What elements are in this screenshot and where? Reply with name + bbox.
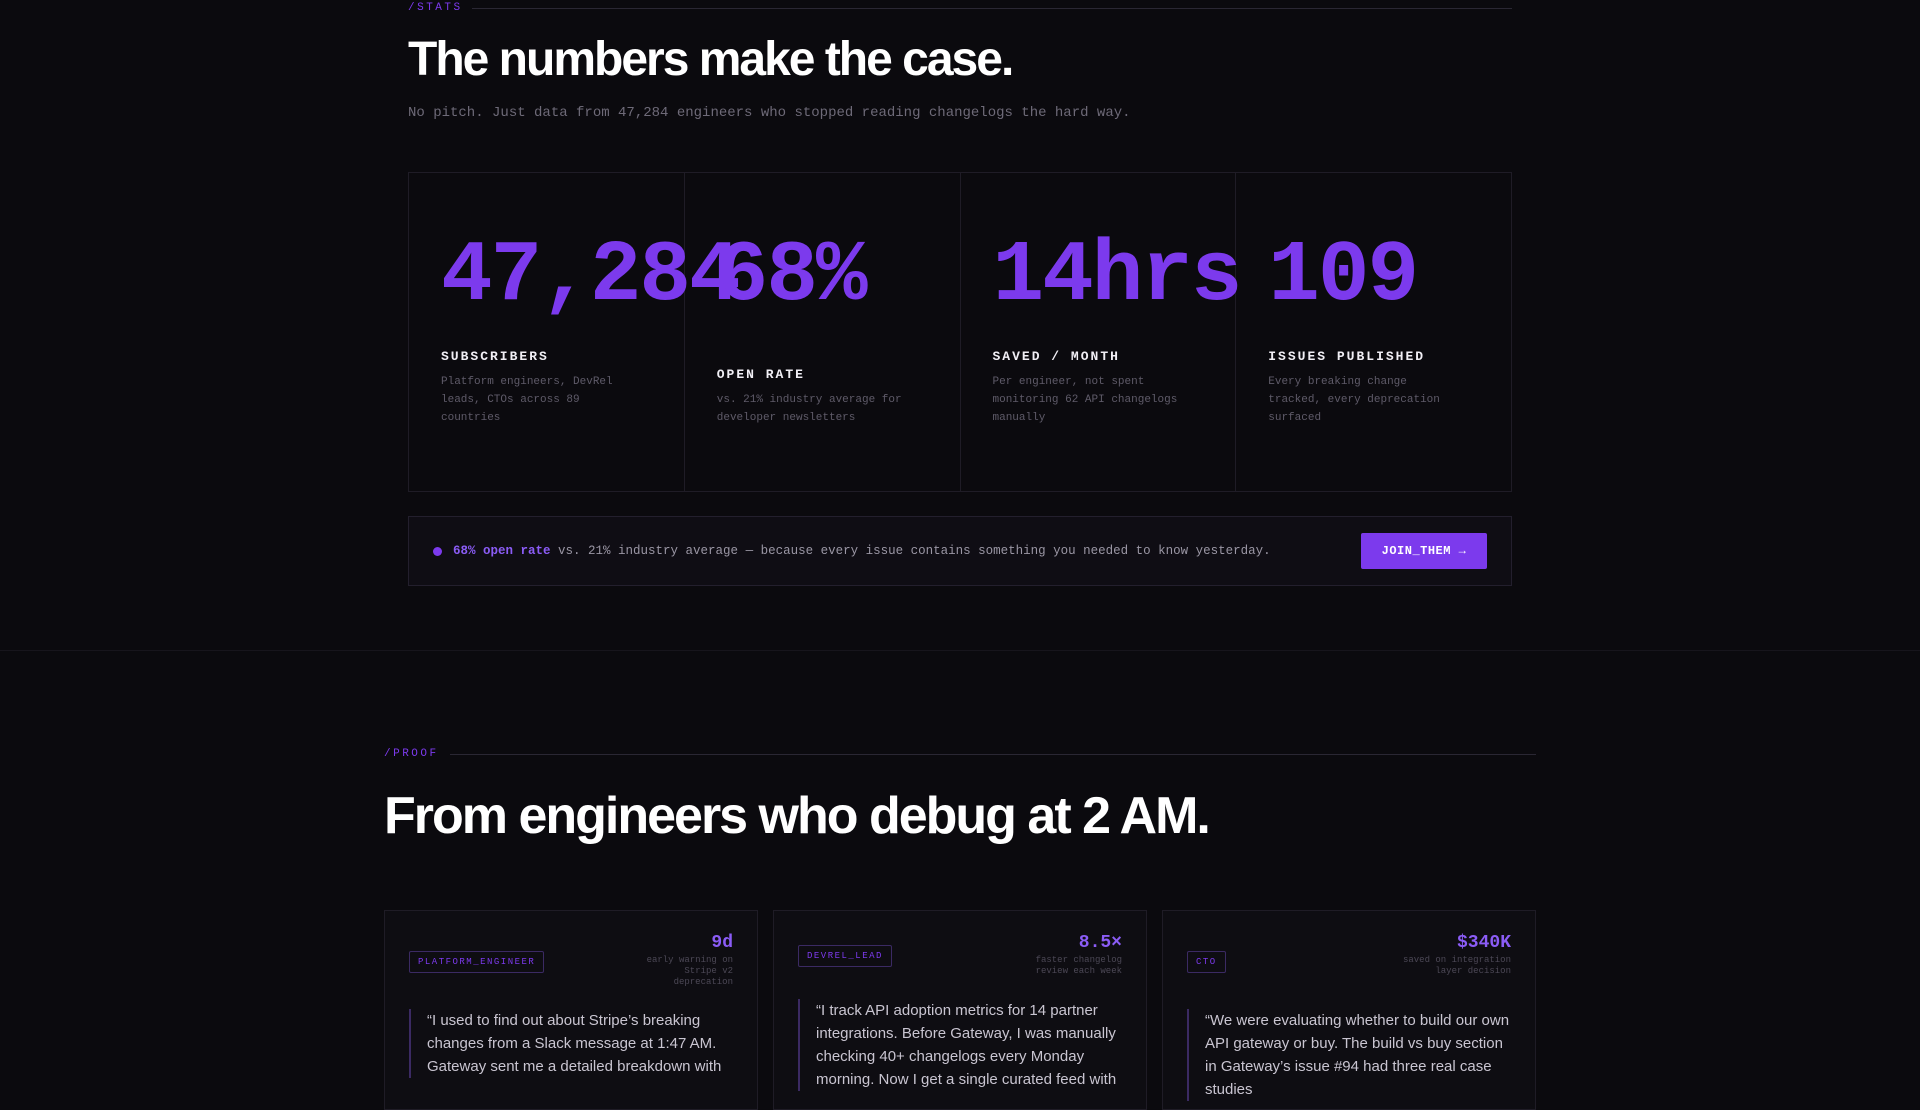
proof-title: From engineers who debug at 2 AM.: [384, 787, 1211, 845]
stat-value: 14hrs: [992, 227, 1243, 325]
testimonial-quote: “We were evaluating whether to build our…: [1187, 1009, 1515, 1101]
stat-saved-month: 14hrs SAVED / MONTH Per engineer, not sp…: [961, 173, 1243, 491]
role-badge: PLATFORM_ENGINEER: [409, 951, 545, 973]
stats-section: /STATS The numbers make the case. No pit…: [0, 2, 1920, 651]
status-dot-icon: [433, 547, 442, 556]
stat-open-rate: 68% OPEN RATE vs. 21% industry average f…: [685, 173, 961, 491]
stat-label: SUBSCRIBERS: [441, 349, 549, 364]
stat-value: 109: [1268, 227, 1419, 325]
testimonial-quote: “I used to find out about Stripe’s break…: [409, 1009, 737, 1078]
testimonial-quote: “I track API adoption metrics for 14 par…: [798, 999, 1126, 1091]
testimonial-card: CTO $340K saved on integration layer dec…: [1162, 910, 1536, 1110]
testimonial-card: PLATFORM_ENGINEER 9d early warning on St…: [384, 910, 758, 1110]
banner-body: vs. 21% industry average — because every…: [550, 544, 1271, 558]
stat-value: 47,284: [441, 227, 741, 325]
role-badge: CTO: [1187, 951, 1226, 973]
stat-issues-published: 109 ISSUES PUBLISHED Every breaking chan…: [1236, 173, 1511, 491]
proof-eyebrow: /PROOF: [384, 748, 439, 760]
join-them-button[interactable]: JOIN_THEM →: [1361, 533, 1487, 569]
stat-description: Per engineer, not spent monitoring 62 AP…: [992, 376, 1178, 424]
proof-eyebrow-divider: [450, 754, 1536, 755]
stats-subtitle: No pitch. Just data from 47,284 engineer…: [408, 105, 1131, 121]
banner-text: 68% open rate vs. 21% industry average —…: [453, 544, 1271, 558]
metric-caption: faster changelog review each week: [1035, 955, 1122, 976]
banner-highlight: 68% open rate: [453, 544, 551, 558]
metric-caption: early warning on Stripe v2 deprecation: [646, 955, 733, 987]
stat-description: vs. 21% industry average for developer n…: [716, 394, 902, 424]
stat-label: OPEN RATE: [716, 367, 805, 382]
stat-description: Every breaking change tracked, every dep…: [1268, 376, 1440, 424]
metric-value: 9d: [711, 933, 733, 953]
stats-title: The numbers make the case.: [408, 33, 1014, 86]
stat-description: Platform engineers, DevRel leads, CTOs a…: [441, 376, 613, 424]
role-badge: DEVREL_LEAD: [798, 945, 892, 967]
stat-label: ISSUES PUBLISHED: [1268, 349, 1426, 364]
stats-eyebrow-divider: [472, 8, 1512, 9]
metric-value: 8.5×: [1078, 933, 1122, 953]
metric-value: $340K: [1456, 933, 1511, 953]
stat-value: 68%: [716, 227, 868, 325]
open-rate-banner: 68% open rate vs. 21% industry average —…: [408, 516, 1512, 586]
testimonial-card: DEVREL_LEAD 8.5× faster changelog review…: [773, 910, 1147, 1110]
metric-caption: saved on integration layer decision: [1402, 955, 1511, 976]
stats-eyebrow: /STATS: [408, 2, 463, 14]
stat-subscribers: 47,284 SUBSCRIBERS Platform engineers, D…: [409, 173, 741, 491]
stat-label: SAVED / MONTH: [992, 349, 1120, 364]
stats-grid: 47,284 SUBSCRIBERS Platform engineers, D…: [408, 172, 1512, 492]
